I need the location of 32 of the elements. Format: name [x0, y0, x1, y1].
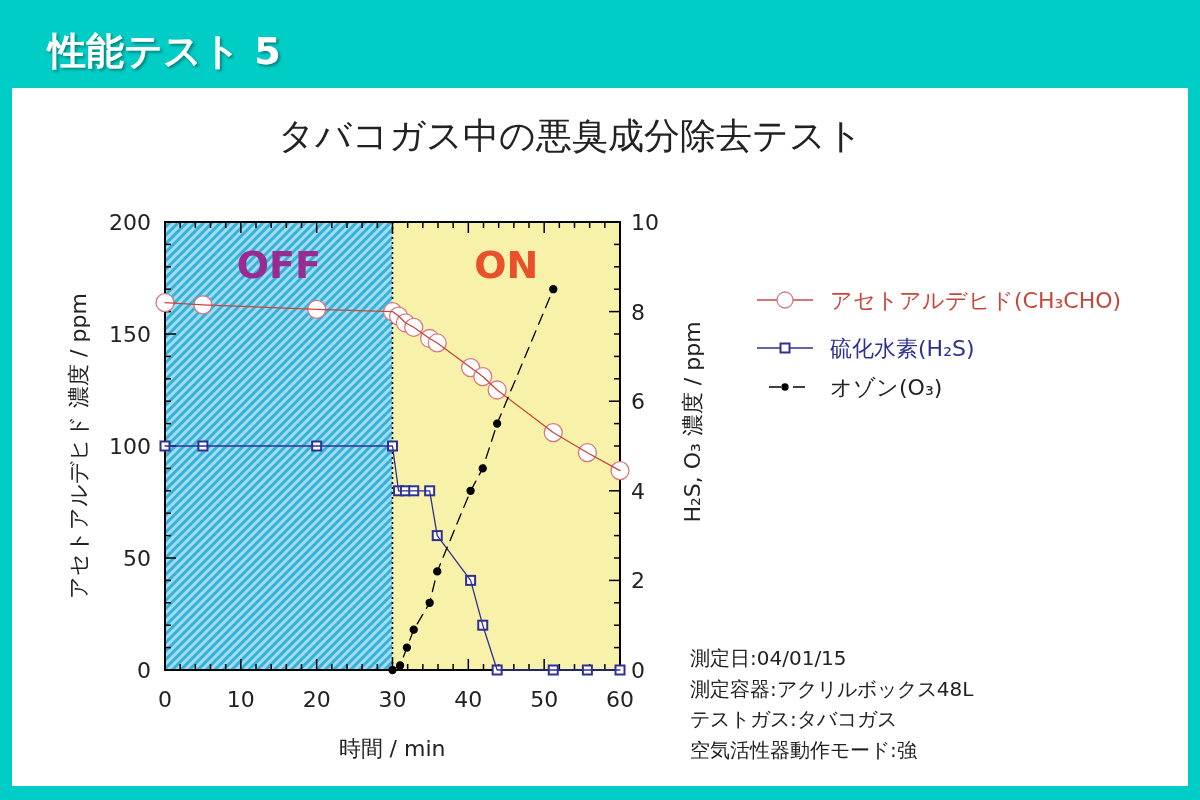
y-tick-label: 200 [109, 210, 151, 235]
y2-tick-label: 6 [631, 389, 645, 415]
x-tick-label: 40 [454, 687, 483, 712]
x-tick-label: 20 [302, 687, 331, 712]
y-tick-label: 0 [137, 658, 151, 683]
text: 空気活性器動作モード:強 [690, 737, 917, 762]
y2-tick-label: 0 [631, 658, 645, 683]
text: 測定日:04/01/15 [690, 646, 847, 670]
chart-subtitle: タバコガス中の悪臭成分除去テスト [277, 115, 863, 156]
y-tick-label: 50 [123, 546, 151, 571]
y2-axis-title: H₂S, O₃ 濃度 / ppm [680, 321, 705, 523]
y-tick-label: 150 [109, 322, 151, 347]
text: 測定容器:アクリルボックス48L [690, 676, 975, 701]
x-axis-title: 時間 / min [338, 736, 446, 761]
legend-label: オゾン(O₃) [830, 375, 943, 400]
chart-title: 性能テスト 5 [46, 29, 281, 73]
x-tick-label: 50 [530, 687, 559, 712]
x-tick-label: 0 [158, 687, 172, 712]
x-tick-label: 10 [226, 687, 255, 712]
band-label: OFF [236, 243, 321, 287]
x-tick-label: 30 [378, 687, 407, 712]
y2-tick-label: 10 [631, 210, 659, 235]
y2-tick-label: 2 [631, 568, 645, 594]
y-axis-title: アセトアルデヒド 濃度 / ppm [66, 293, 91, 599]
legend-label: 硫化水素(H₂S) [830, 336, 975, 361]
legend-label: アセトアルデヒド(CH₃CHO) [830, 288, 1122, 313]
text: テストガス:タバコガス [690, 707, 897, 731]
y2-tick-label: 4 [631, 478, 645, 504]
y2-tick-label: 8 [631, 299, 645, 325]
x-tick-label: 60 [606, 687, 634, 712]
y-tick-label: 100 [109, 434, 151, 459]
band-label: ON [474, 243, 539, 287]
